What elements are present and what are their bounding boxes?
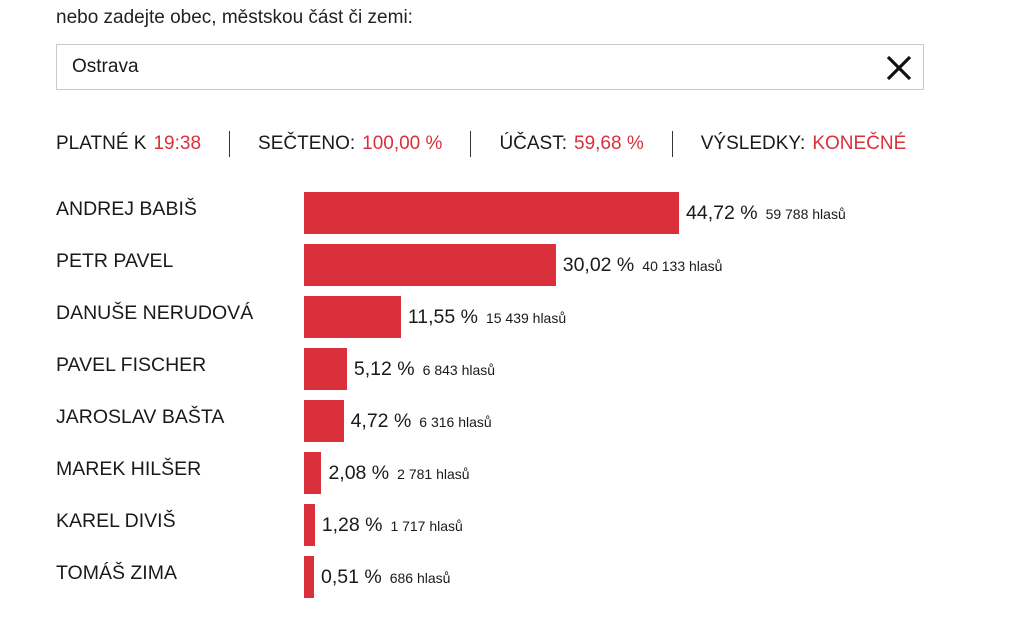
result-row: MAREK HILŠER 2,08 % 2 781 hlasů (0, 450, 1022, 494)
candidate-name: TOMÁŠ ZIMA (56, 562, 177, 584)
result-votes: 686 hlasů (389, 570, 451, 586)
status-divider (229, 131, 231, 157)
result-percent: 0,51 % (321, 566, 382, 588)
result-row: PAVEL FISCHER 5,12 % 6 843 hlasů (0, 346, 1022, 390)
candidate-name: JAROSLAV BAŠTA (56, 406, 225, 428)
status-turnout-label: ÚČAST: (499, 133, 568, 154)
result-label: 2,08 % 2 781 hlasů (328, 462, 469, 485)
candidate-name: PAVEL FISCHER (56, 354, 207, 376)
status-valid-value: 19:38 (153, 133, 202, 154)
result-percent: 4,72 % (350, 410, 412, 432)
result-row: KAREL DIVIŠ 1,28 % 1 717 hlasů (0, 502, 1022, 546)
result-bar (304, 400, 344, 442)
result-votes: 15 439 hlasů (485, 310, 567, 326)
candidate-name: PETR PAVEL (56, 250, 174, 272)
search-input[interactable] (72, 45, 852, 89)
status-bar: PLATNÉ K 19:38 SEČTENO: 100,00 % ÚČAST: … (56, 130, 906, 158)
result-votes: 1 717 hlasů (390, 518, 463, 534)
candidate-name: KAREL DIVIŠ (56, 510, 176, 532)
result-row: JAROSLAV BAŠTA 4,72 % 6 316 hlasů (0, 398, 1022, 442)
status-counted-label: SEČTENO: (258, 133, 356, 154)
result-label: 0,51 % 686 hlasů (321, 566, 450, 589)
status-results: VÝSLEDKY: KONEČNÉ (701, 133, 907, 155)
status-results-value: KONEČNÉ (812, 133, 907, 154)
result-label: 4,72 % 6 316 hlasů (351, 410, 492, 433)
status-divider (671, 131, 673, 157)
result-row: DANUŠE NERUDOVÁ 11,55 % 15 439 hlasů (0, 294, 1022, 338)
status-counted-value: 100,00 % (362, 133, 443, 154)
result-row: TOMÁŠ ZIMA 0,51 % 686 hlasů (0, 554, 1022, 598)
result-bar (304, 192, 679, 234)
result-votes: 59 788 hlasů (765, 206, 846, 222)
result-label: 30,02 % 40 133 hlasů (563, 254, 723, 277)
result-percent: 44,72 % (686, 202, 758, 224)
result-bar (304, 348, 347, 390)
status-turnout-value: 59,68 % (574, 133, 644, 154)
result-votes: 2 781 hlasů (397, 466, 470, 482)
result-votes: 6 843 hlasů (422, 362, 496, 378)
clear-button[interactable] (883, 52, 915, 84)
result-label: 5,12 % 6 843 hlasů (354, 358, 495, 381)
status-counted: SEČTENO: 100,00 % (258, 133, 442, 155)
result-percent: 30,02 % (562, 254, 635, 276)
status-results-label: VÝSLEDKY: (700, 133, 806, 154)
candidate-name: MAREK HILŠER (56, 458, 202, 480)
status-valid: PLATNÉ K 19:38 (56, 133, 201, 155)
result-bar (304, 296, 401, 338)
result-bar (304, 556, 314, 598)
result-row: PETR PAVEL 30,02 % 40 133 hlasů (0, 242, 1022, 286)
result-percent: 11,55 % (407, 306, 478, 328)
close-icon[interactable] (885, 54, 913, 82)
result-bar (304, 244, 556, 286)
result-label: 44,72 % 59 788 hlasů (686, 202, 846, 225)
result-row: ANDREJ BABIŠ 44,72 % 59 788 hlasů (0, 190, 1022, 234)
search-box[interactable] (56, 44, 924, 90)
result-votes: 6 316 hlasů (419, 414, 492, 430)
result-label: 1,28 % 1 717 hlasů (322, 514, 463, 537)
result-label: 11,55 % 15 439 hlasů (408, 306, 566, 329)
result-bar (304, 504, 315, 546)
candidate-name: ANDREJ BABIŠ (56, 198, 197, 220)
status-turnout: ÚČAST: 59,68 % (499, 133, 643, 155)
search-prompt: nebo zadejte obec, městskou část či zemi… (56, 7, 413, 28)
status-valid-label: PLATNÉ K (56, 133, 147, 154)
result-percent: 1,28 % (321, 514, 383, 536)
result-percent: 5,12 % (353, 358, 415, 380)
result-votes: 40 133 hlasů (642, 258, 723, 274)
candidate-name: DANUŠE NERUDOVÁ (56, 302, 254, 324)
status-divider (470, 131, 472, 157)
result-bar (304, 452, 322, 494)
result-percent: 2,08 % (328, 462, 390, 484)
